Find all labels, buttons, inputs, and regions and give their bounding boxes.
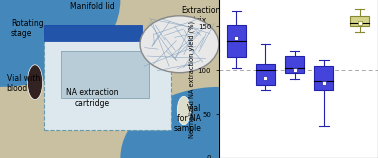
Bar	[44, 35, 171, 130]
Ellipse shape	[177, 96, 191, 125]
Text: Rotating
stage: Rotating stage	[11, 19, 43, 38]
FancyBboxPatch shape	[256, 64, 275, 85]
Text: Vial
for NA
sample: Vial for NA sample	[174, 104, 201, 133]
FancyBboxPatch shape	[350, 16, 369, 26]
Text: Manifold lid: Manifold lid	[70, 2, 114, 11]
FancyBboxPatch shape	[285, 56, 304, 73]
Y-axis label: Normalized NA extraction yield (%): Normalized NA extraction yield (%)	[188, 20, 195, 138]
Circle shape	[140, 16, 219, 73]
Bar	[61, 51, 149, 98]
FancyBboxPatch shape	[227, 25, 246, 57]
Bar	[44, 25, 142, 41]
FancyBboxPatch shape	[314, 66, 333, 90]
Text: Vial with
blood: Vial with blood	[6, 74, 40, 93]
Text: Extraction
matrix: Extraction matrix	[182, 6, 221, 25]
Wedge shape	[120, 87, 219, 158]
Ellipse shape	[27, 65, 43, 100]
Wedge shape	[0, 0, 120, 87]
Text: NA extraction
cartridge: NA extraction cartridge	[66, 88, 118, 108]
